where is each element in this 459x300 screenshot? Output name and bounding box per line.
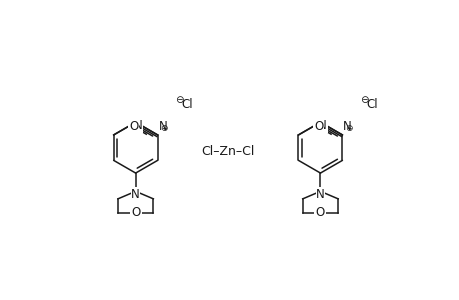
Text: O: O: [129, 120, 138, 133]
Text: N: N: [158, 120, 167, 134]
Text: N: N: [131, 188, 140, 201]
Text: O: O: [313, 120, 322, 133]
Text: N: N: [318, 119, 326, 132]
Text: Cl: Cl: [365, 98, 377, 111]
Text: N: N: [342, 120, 351, 134]
Text: Cl: Cl: [181, 98, 193, 111]
Text: N: N: [315, 188, 324, 201]
Text: Cl–Zn–Cl: Cl–Zn–Cl: [201, 145, 254, 158]
Text: N: N: [133, 119, 142, 132]
Text: ⊕: ⊕: [160, 124, 167, 133]
Text: O: O: [315, 206, 325, 219]
Text: O: O: [131, 206, 140, 219]
Text: ⊖: ⊖: [359, 94, 368, 104]
Text: ⊕: ⊕: [344, 124, 352, 133]
Text: ⊖: ⊖: [174, 94, 183, 104]
